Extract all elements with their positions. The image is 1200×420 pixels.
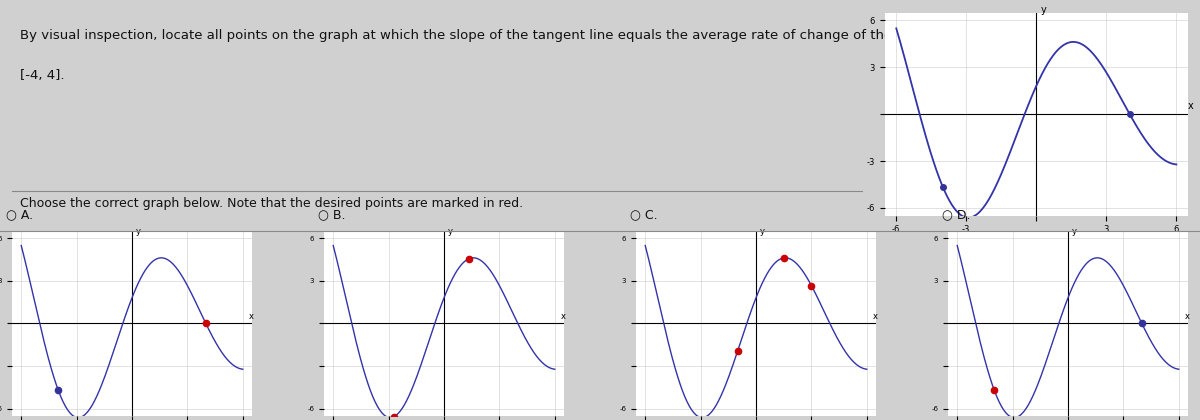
Text: ○ C.: ○ C. xyxy=(630,208,658,221)
Text: x: x xyxy=(872,312,877,321)
Text: ○ D.: ○ D. xyxy=(942,208,971,221)
Text: y: y xyxy=(760,227,764,236)
Text: [-4, 4].: [-4, 4]. xyxy=(20,69,65,82)
Text: y: y xyxy=(448,227,452,236)
Text: By visual inspection, locate all points on the graph at which the slope of the t: By visual inspection, locate all points … xyxy=(20,29,1067,42)
Text: x: x xyxy=(1188,101,1194,111)
Text: y: y xyxy=(136,227,140,236)
Text: x: x xyxy=(248,312,253,321)
Text: x: x xyxy=(1184,312,1189,321)
Text: ○ B.: ○ B. xyxy=(318,208,346,221)
Text: Choose the correct graph below. Note that the desired points are marked in red.: Choose the correct graph below. Note tha… xyxy=(20,197,523,210)
Text: y: y xyxy=(1072,227,1076,236)
Text: y: y xyxy=(1040,5,1046,15)
Text: ○ A.: ○ A. xyxy=(6,208,34,221)
Text: x: x xyxy=(560,312,565,321)
